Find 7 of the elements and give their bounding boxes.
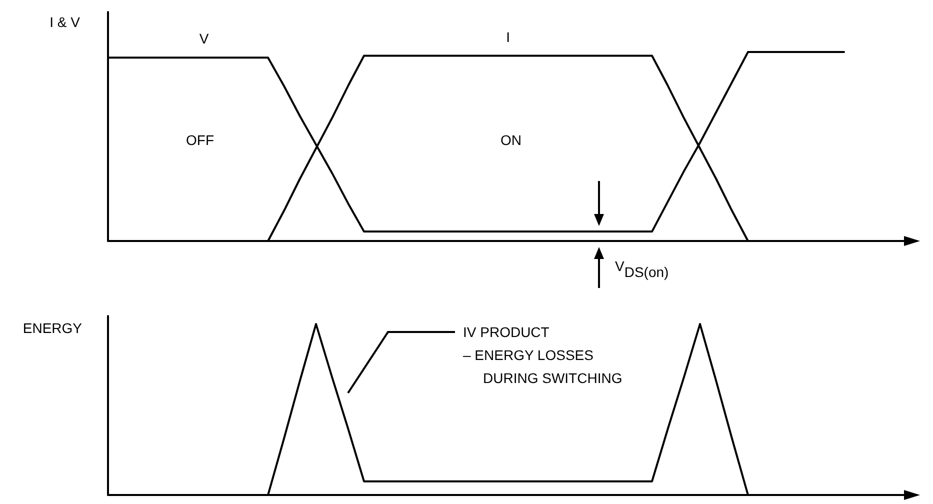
y-axis-title: I & V [50, 14, 81, 30]
series-label: V [199, 30, 210, 47]
y-axis-title: ENERGY [22, 320, 83, 336]
annotation: ON [500, 132, 522, 148]
annotation: OFF [186, 132, 214, 148]
series-label: I [506, 28, 510, 45]
annotation: IV PRODUCT – ENERGY LOSSES DURING SWITCHING [463, 324, 622, 386]
